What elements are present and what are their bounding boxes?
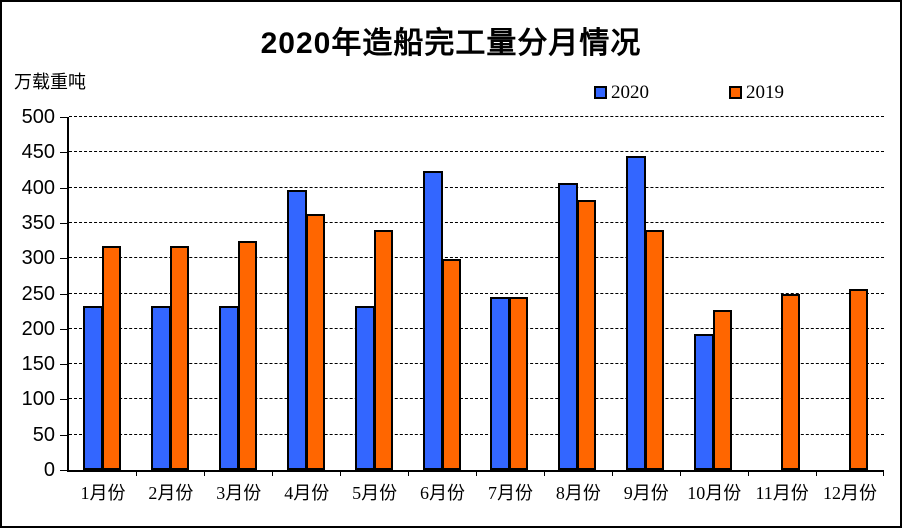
x-axis-label-11月份: 11月份	[755, 483, 809, 503]
bar-2019-5月份	[373, 229, 393, 470]
bar-2020-3月份	[218, 305, 239, 470]
x-axis-tick-end	[883, 470, 884, 476]
y-axis-label-150: 150	[21, 353, 55, 376]
x-axis-tick-4	[340, 470, 342, 476]
legend-swatch-2019-icon	[729, 86, 742, 99]
y-axis-tick-400	[60, 187, 67, 189]
y-axis-label-450: 450	[21, 141, 55, 164]
bar-2019-2月份	[169, 246, 189, 470]
bar-2019-6月份	[441, 258, 461, 470]
x-axis-tick-7	[543, 470, 545, 476]
y-axis-label-50: 50	[32, 423, 55, 446]
x-axis-label-5月份: 5月份	[352, 483, 398, 503]
x-axis-tick-3	[272, 470, 274, 476]
y-axis-label-300: 300	[21, 247, 55, 270]
bar-2020-9月份	[626, 155, 647, 470]
bar-2020-1月份	[82, 305, 103, 470]
y-axis-tick-300	[60, 258, 67, 260]
legend-label-2020: 2020	[611, 82, 649, 103]
bar-2019-1月份	[101, 246, 121, 470]
x-axis-tick-9	[679, 470, 681, 476]
x-axis-tick-6	[476, 470, 477, 476]
y-axis-tick-450	[60, 152, 67, 154]
bar-2020-4月份	[286, 190, 307, 470]
bar-2020-10月份	[694, 333, 715, 470]
x-axis-label-3月份: 3月份	[216, 483, 262, 503]
gridline-250	[69, 292, 884, 294]
gridline-450	[69, 151, 884, 153]
gridline-100	[69, 398, 884, 400]
gridline-150	[69, 363, 884, 365]
gridline-200	[69, 327, 884, 329]
x-axis-tick-2	[204, 470, 206, 476]
bar-2020-2月份	[150, 305, 171, 470]
y-axis-tick-350	[60, 222, 67, 224]
bar-2019-3月份	[237, 240, 257, 470]
bar-2019-10月份	[713, 310, 733, 470]
x-axis-tick-8	[611, 470, 613, 476]
x-axis-label-2月份: 2月份	[148, 483, 194, 503]
bar-2019-12月份	[849, 288, 869, 470]
x-axis-label-6月份: 6月份	[420, 483, 466, 503]
x-axis-tick-11	[815, 470, 817, 476]
legend-swatch-2020-icon	[594, 86, 607, 99]
y-axis-tick-200	[60, 328, 67, 330]
x-axis-label-10月份: 10月份	[687, 483, 742, 503]
bar-2019-4月份	[305, 214, 325, 470]
gridline-350	[69, 221, 884, 223]
gridline-500	[69, 116, 884, 117]
y-axis-tick-0	[60, 470, 67, 471]
x-axis-label-12月份: 12月份	[823, 483, 878, 503]
bar-2019-11月份	[781, 293, 801, 470]
gridline-400	[69, 186, 884, 188]
x-axis-tick-5	[408, 470, 410, 476]
x-axis-label-4月份: 4月份	[284, 483, 330, 503]
y-axis-tick-250	[60, 293, 67, 295]
x-axis-tick-10	[747, 470, 749, 476]
bar-2020-7月份	[490, 297, 511, 470]
x-axis-tick-1	[136, 470, 138, 476]
bar-2020-8月份	[558, 183, 579, 470]
x-axis-label-7月份: 7月份	[487, 483, 533, 503]
y-axis-label-350: 350	[21, 211, 55, 234]
legend-label-2019: 2019	[746, 82, 784, 103]
y-axis-label-100: 100	[21, 388, 55, 411]
y-axis-unit-label: 万载重吨	[14, 72, 86, 92]
y-axis-tick-50	[60, 434, 67, 436]
y-axis-label-0: 0	[43, 459, 55, 481]
bar-2020-5月份	[354, 305, 375, 470]
y-axis-label-250: 250	[21, 282, 55, 305]
chart-title: 2020年造船完工量分月情况	[260, 27, 642, 60]
y-axis-tick-100	[60, 399, 67, 401]
bar-2019-7月份	[509, 297, 529, 470]
legend-item-2020: 2020	[594, 83, 649, 102]
x-axis-label-8月份: 8月份	[555, 483, 601, 503]
gridline-300	[69, 257, 884, 259]
bar-2019-9月份	[645, 229, 665, 470]
x-axis-label-1月份: 1月份	[80, 483, 126, 503]
legend: 2020 2019	[594, 83, 784, 102]
y-axis-label-400: 400	[21, 176, 55, 199]
y-axis-label-200: 200	[21, 317, 55, 340]
x-axis-label-9月份: 9月份	[623, 483, 669, 503]
plot-area: 0 50 100 150 200 250 300 350 400 450 500 1月份 2月份 3月份 4…	[22, 106, 884, 503]
bar-2019-8月份	[577, 199, 597, 470]
y-axis-label-500: 500	[21, 106, 55, 128]
legend-item-2019: 2019	[729, 83, 784, 102]
bar-2020-6月份	[422, 170, 443, 470]
y-axis-tick-500	[60, 117, 67, 118]
y-axis-tick-150	[60, 364, 67, 366]
gridline-50	[69, 433, 884, 435]
